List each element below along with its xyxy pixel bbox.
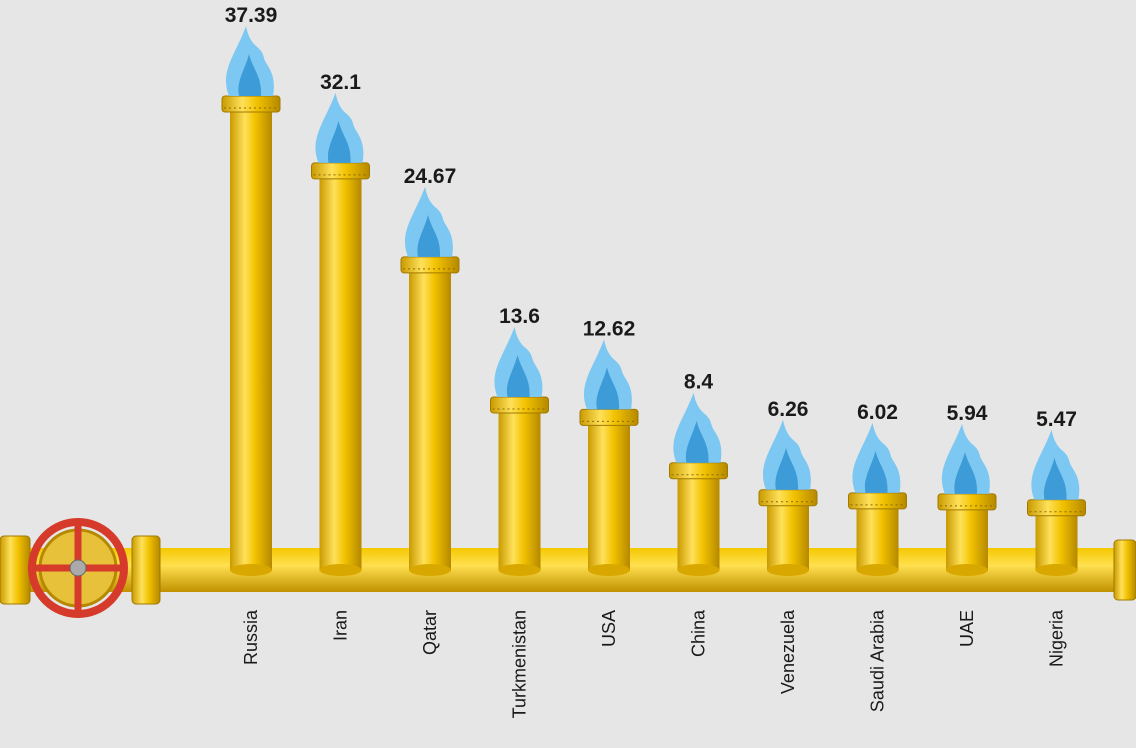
pipe-bottom bbox=[678, 564, 720, 576]
pipe-bottom bbox=[499, 564, 541, 576]
value-label: 13.6 bbox=[499, 305, 540, 328]
bar bbox=[857, 501, 899, 571]
x-tick-label: Nigeria bbox=[1047, 609, 1067, 667]
value-label: 5.94 bbox=[947, 402, 988, 425]
x-tick-label: Iran bbox=[331, 610, 351, 641]
value-label: 8.4 bbox=[684, 371, 714, 394]
bar bbox=[767, 498, 809, 571]
flange bbox=[0, 536, 30, 604]
pipe-cap bbox=[580, 409, 638, 425]
value-label: 24.67 bbox=[404, 165, 457, 188]
value-label: 32.1 bbox=[320, 71, 361, 94]
pipe-cap bbox=[849, 493, 907, 509]
bar bbox=[946, 502, 988, 571]
pipe-bottom bbox=[320, 564, 362, 576]
pipe-bottom bbox=[1036, 564, 1078, 576]
flange bbox=[1114, 540, 1136, 600]
pipe-cap bbox=[1028, 500, 1086, 516]
flange bbox=[132, 536, 160, 604]
pipe-cap bbox=[401, 257, 459, 273]
x-tick-label: Saudi Arabia bbox=[868, 609, 888, 712]
pipe-cap bbox=[938, 494, 996, 510]
pipe-bottom bbox=[409, 564, 451, 576]
bar bbox=[678, 471, 720, 571]
value-label: 37.39 bbox=[225, 4, 278, 27]
value-label: 5.47 bbox=[1036, 408, 1077, 431]
bar bbox=[1036, 508, 1078, 571]
chart: 37.39 Russia 32.1 Iran 24.67 Qatar 13.6 Turkmen… bbox=[0, 0, 1136, 748]
x-tick-label: Venezuela bbox=[778, 609, 798, 694]
pipe-bottom bbox=[767, 564, 809, 576]
bar bbox=[320, 171, 362, 571]
pipe-bottom bbox=[857, 564, 899, 576]
bar bbox=[588, 417, 630, 571]
value-label: 12.62 bbox=[583, 317, 636, 340]
x-tick-label: Qatar bbox=[420, 610, 440, 655]
x-tick-label: China bbox=[689, 609, 709, 657]
pipe-bottom bbox=[230, 564, 272, 576]
pipe-bottom bbox=[946, 564, 988, 576]
bar bbox=[499, 405, 541, 571]
valve bbox=[32, 522, 124, 614]
bar bbox=[230, 104, 272, 571]
pipe-cap bbox=[670, 463, 728, 479]
value-label: 6.26 bbox=[768, 398, 809, 421]
pipe-cap bbox=[222, 96, 280, 112]
bar bbox=[409, 265, 451, 571]
pipe-bottom bbox=[588, 564, 630, 576]
x-tick-label: USA bbox=[599, 610, 619, 647]
x-tick-label: UAE bbox=[957, 610, 977, 647]
x-tick-label: Turkmenistan bbox=[510, 610, 530, 718]
pipe-cap bbox=[491, 397, 549, 413]
x-tick-label: Russia bbox=[241, 609, 261, 665]
value-label: 6.02 bbox=[857, 401, 898, 424]
pipe-cap bbox=[312, 163, 370, 179]
pipe-cap bbox=[759, 490, 817, 506]
